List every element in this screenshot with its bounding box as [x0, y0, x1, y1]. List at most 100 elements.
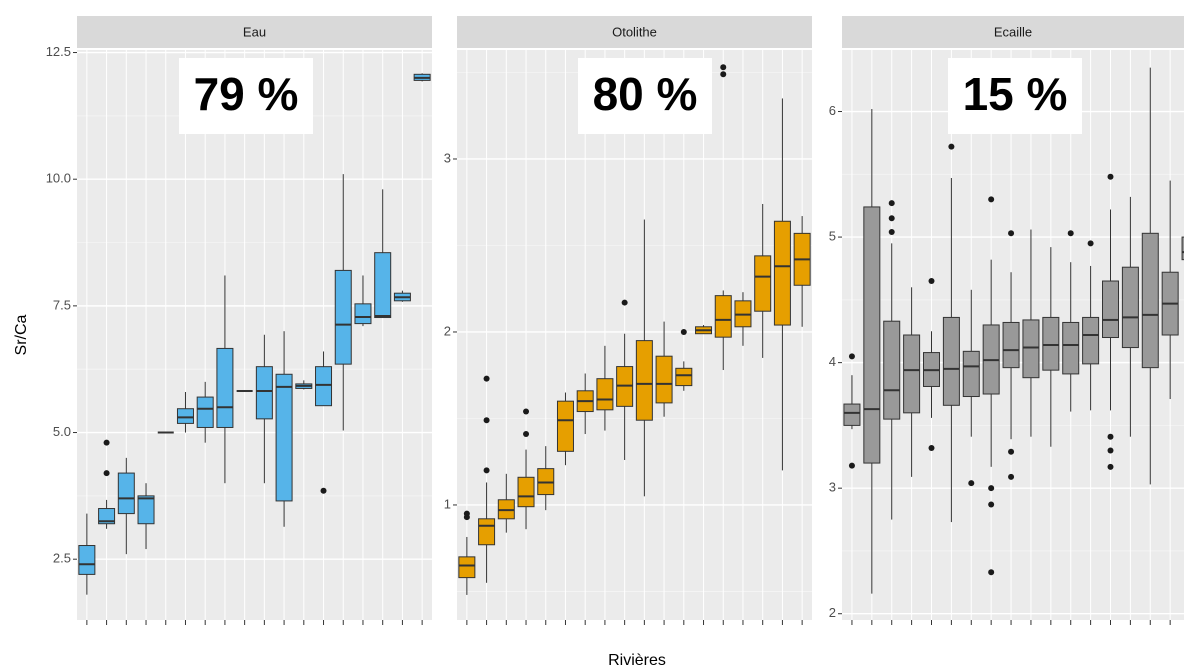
strip [77, 16, 432, 48]
box [843, 403, 861, 426]
outlier [988, 569, 995, 576]
outlier [1107, 447, 1114, 454]
y-tick-label: 1 [444, 496, 451, 511]
outlier [948, 143, 955, 150]
box [1141, 232, 1159, 369]
box [655, 355, 673, 404]
box [635, 340, 653, 421]
outlier [483, 467, 490, 474]
outlier [988, 196, 995, 203]
outlier [680, 328, 687, 335]
box [334, 269, 352, 365]
box [754, 255, 772, 312]
y-tick-label: 7.5 [53, 297, 71, 312]
y-tick-label: 4 [829, 354, 836, 369]
strip-title: Otolithe [612, 24, 657, 39]
box [275, 373, 293, 502]
box [1082, 316, 1100, 365]
box [137, 495, 155, 525]
outlier [720, 64, 727, 71]
box [596, 378, 614, 411]
outlier [320, 487, 327, 494]
box [863, 206, 881, 464]
annotation-box [179, 58, 313, 134]
box [962, 350, 980, 398]
outlier [103, 439, 110, 446]
outlier [1107, 433, 1114, 440]
y-tick-label: 12.5 [46, 44, 71, 59]
annotation-box [948, 58, 1082, 134]
y-tick-label: 2.5 [53, 551, 71, 566]
box [1062, 321, 1080, 375]
x-axis-label: Rivières [608, 652, 666, 669]
box [1102, 280, 1119, 339]
outlier [621, 299, 628, 306]
box [478, 518, 496, 546]
y-tick-label: 2 [444, 323, 451, 338]
box [458, 556, 476, 579]
box [1002, 321, 1020, 369]
box [1022, 319, 1040, 379]
outlier [848, 462, 855, 469]
outlier [523, 431, 530, 438]
strip-title: Ecaille [994, 24, 1032, 39]
panel-background [77, 50, 432, 620]
y-tick-label: 2 [829, 605, 836, 620]
box [176, 408, 194, 424]
outlier [888, 200, 895, 207]
box [675, 367, 693, 387]
outlier [483, 417, 490, 424]
box [315, 366, 333, 407]
annotation: 79 % [194, 68, 299, 120]
box [374, 252, 392, 319]
box [196, 396, 214, 428]
outlier [483, 375, 490, 382]
box [78, 545, 96, 575]
y-tick-label: 3 [444, 150, 451, 165]
outlier [1008, 473, 1015, 480]
box [98, 508, 116, 525]
outlier [1087, 240, 1094, 247]
outlier [888, 229, 895, 236]
outlier [1008, 448, 1015, 455]
outlier [888, 215, 895, 222]
outlier [968, 480, 975, 487]
box [714, 295, 732, 338]
box [1042, 316, 1060, 371]
strip-title: Eau [243, 24, 266, 39]
outlier [988, 501, 995, 508]
box [556, 400, 574, 452]
y-tick-label: 6 [829, 103, 836, 118]
outlier [928, 444, 935, 451]
box [773, 220, 791, 326]
panel-background [457, 50, 812, 620]
outlier [523, 408, 530, 415]
box [1121, 266, 1139, 349]
annotation: 80 % [593, 68, 698, 120]
outlier [988, 485, 995, 492]
box [354, 303, 372, 325]
box [1181, 236, 1184, 261]
box [517, 476, 535, 508]
annotation: 15 % [963, 68, 1068, 120]
outlier [1107, 463, 1114, 470]
y-tick-label: 10.0 [46, 171, 71, 186]
box [216, 347, 234, 428]
box [883, 320, 901, 420]
outlier [1067, 230, 1074, 237]
outlier [720, 71, 727, 78]
box [942, 316, 960, 406]
y-tick-label: 3 [829, 480, 836, 495]
y-tick-label: 5 [829, 229, 836, 244]
box [903, 334, 921, 414]
outlier [1107, 173, 1114, 180]
outlier [103, 470, 110, 477]
y-axis-label: Sr/Ca [13, 314, 30, 355]
outlier [928, 278, 935, 285]
outlier [1008, 230, 1015, 237]
annotation-box [578, 58, 712, 134]
y-tick-label: 5.0 [53, 424, 71, 439]
box [117, 472, 135, 515]
strip [842, 16, 1184, 48]
